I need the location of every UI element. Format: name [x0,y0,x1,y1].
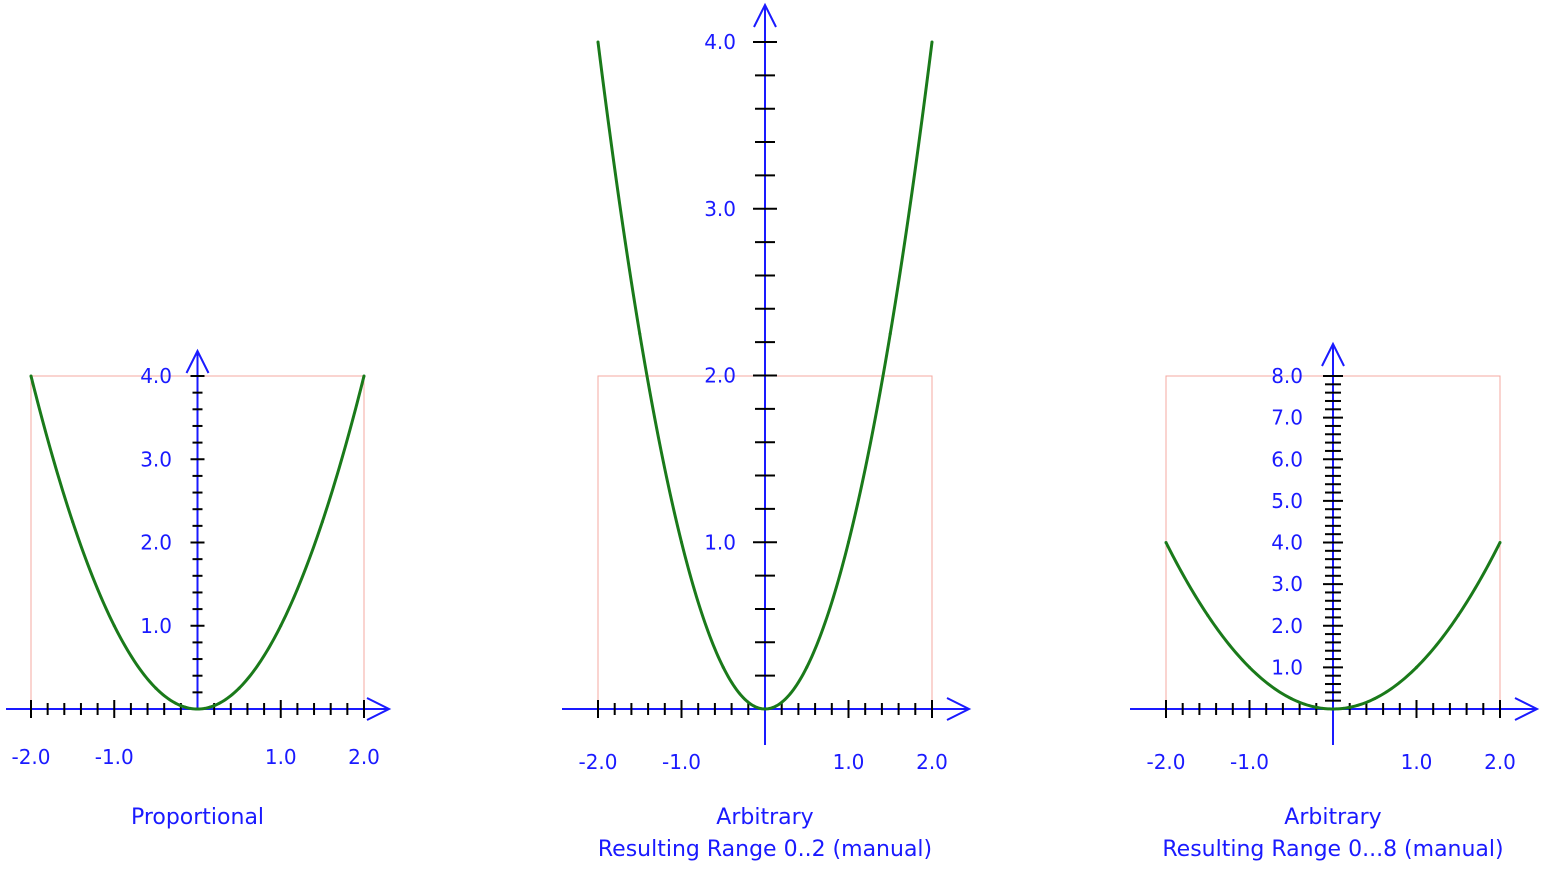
y-axis-arrow [1321,341,1345,367]
x-tick-label: 2.0 [1484,750,1516,774]
y-tick-label: 2.0 [140,531,172,555]
x-tick-label: -2.0 [1146,750,1185,774]
data-point [71,520,75,524]
x-tick-label: 2.0 [916,750,948,774]
data-point [930,40,934,44]
x-tick-label: 1.0 [1401,750,1433,774]
x-tick-label: -1.0 [662,750,701,774]
data-point [362,374,366,378]
x-tick-label: 1.0 [833,750,865,774]
data-point [763,707,767,711]
y-tick-label: 3.0 [1271,572,1303,596]
y-tick-label: 4.0 [1271,531,1303,555]
data-point [888,332,892,336]
data-point [279,624,283,628]
data-point [112,624,116,628]
data-point [1248,665,1251,669]
data-point [1456,613,1460,617]
y-tick-label: 1.0 [704,530,736,554]
data-point [320,520,324,524]
data-point [847,540,850,544]
y-tick-label: 3.0 [704,197,736,221]
chart-panel-2: -2.0 -1.0 1.0 2.0 1.0 2.0 3.0 4.0 Arbitrary Resul… [562,2,972,862]
chart-caption: Proportional [131,805,264,830]
chart-caption: Arbitrary [1284,805,1381,830]
x-tick-label: 2.0 [348,745,380,769]
y-tick-label: 4.0 [704,30,736,54]
y-tick-label: 2.0 [1271,614,1303,638]
y-tick-label: 4.0 [140,364,172,388]
data-point [805,665,809,669]
x-axis-arrow [946,697,972,721]
chart-panel-3: -2.0 -1.0 1.0 2.0 1.0 2.0 3.0 4.0 5.0 6.0 7.0 8.0 Ar… [1130,341,1540,862]
y-axis-arrow [753,2,777,28]
x-tick-label: 1.0 [265,745,297,769]
data-point [29,374,33,378]
y-tick-label: 5.0 [1271,489,1303,513]
x-axis-arrow [366,697,392,721]
x-tick-label: -2.0 [578,750,617,774]
chart-subcaption: Resulting Range 0..2 (manual) [598,837,932,862]
data-point [638,332,642,336]
chart-caption: Arbitrary [716,805,813,830]
y-tick-label: 7.0 [1271,406,1303,430]
data-point [1415,665,1418,669]
y-tick-label: 2.0 [704,364,736,388]
x-axis-arrow [1514,697,1540,721]
chart-panel-1: -2.0 -1.0 1.0 2.0 1.0 2.0 3.0 4.0 Proportional [6,348,392,830]
data-point [196,707,199,711]
data-point [721,665,725,669]
data-point [1289,697,1293,701]
x-tick-label: -1.0 [1230,750,1269,774]
y-tick-label: 1.0 [1271,655,1303,679]
y-tick-label: 8.0 [1271,364,1303,388]
y-tick-label: 3.0 [140,447,172,471]
data-point [1498,541,1502,544]
data-point [1373,697,1377,701]
x-tick-label: -2.0 [11,745,50,769]
data-point [237,686,241,690]
data-point [154,686,158,690]
data-point [596,40,600,44]
chart-subcaption: Resulting Range 0...8 (manual) [1162,837,1503,862]
data-point [1206,613,1210,617]
y-axis-arrow [185,348,210,374]
x-tick-label: -1.0 [95,745,134,769]
data-point [1164,541,1168,544]
y-tick-label: 6.0 [1271,447,1303,471]
data-point [1331,707,1335,711]
y-tick-label: 1.0 [140,614,172,638]
data-point [680,540,683,544]
